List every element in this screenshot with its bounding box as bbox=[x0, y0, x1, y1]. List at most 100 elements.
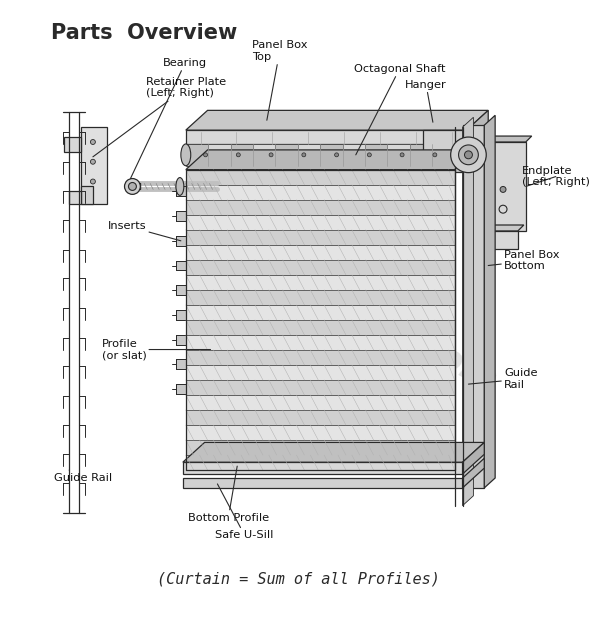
Circle shape bbox=[128, 182, 136, 190]
Polygon shape bbox=[176, 335, 186, 345]
Circle shape bbox=[302, 153, 306, 157]
Polygon shape bbox=[64, 137, 81, 152]
Polygon shape bbox=[186, 144, 208, 166]
Polygon shape bbox=[186, 455, 454, 470]
Polygon shape bbox=[410, 144, 432, 166]
Polygon shape bbox=[81, 187, 93, 204]
Text: Retainer Plate
(Left; Right): Retainer Plate (Left; Right) bbox=[93, 77, 226, 157]
Polygon shape bbox=[183, 478, 463, 488]
Polygon shape bbox=[186, 144, 454, 166]
Polygon shape bbox=[186, 275, 454, 290]
Polygon shape bbox=[482, 136, 487, 231]
Circle shape bbox=[367, 153, 371, 157]
Circle shape bbox=[204, 153, 208, 157]
Text: Doorringer.com: Doorringer.com bbox=[209, 221, 503, 399]
Circle shape bbox=[459, 145, 479, 165]
Text: Endplate
(Left; Right): Endplate (Left; Right) bbox=[522, 166, 590, 187]
Polygon shape bbox=[186, 425, 454, 440]
Polygon shape bbox=[231, 144, 253, 166]
Circle shape bbox=[500, 187, 506, 192]
Polygon shape bbox=[463, 458, 484, 488]
Polygon shape bbox=[463, 443, 484, 474]
Polygon shape bbox=[365, 144, 387, 166]
Text: Bottom Profile: Bottom Profile bbox=[188, 466, 269, 523]
Polygon shape bbox=[432, 144, 454, 166]
Polygon shape bbox=[423, 130, 466, 167]
Polygon shape bbox=[186, 150, 476, 170]
Text: Inserts: Inserts bbox=[108, 221, 181, 241]
Polygon shape bbox=[176, 310, 186, 320]
Circle shape bbox=[90, 140, 96, 144]
Polygon shape bbox=[183, 443, 484, 462]
Text: Panel Box
Bottom: Panel Box Bottom bbox=[488, 250, 560, 272]
Polygon shape bbox=[186, 185, 454, 200]
Polygon shape bbox=[186, 290, 454, 305]
Text: Hanger: Hanger bbox=[405, 79, 447, 122]
Circle shape bbox=[451, 137, 486, 172]
Polygon shape bbox=[186, 395, 454, 410]
Text: Guide
Rail: Guide Rail bbox=[468, 368, 537, 390]
Polygon shape bbox=[463, 117, 473, 506]
Polygon shape bbox=[186, 260, 454, 275]
Polygon shape bbox=[176, 285, 186, 295]
Polygon shape bbox=[186, 305, 454, 320]
Polygon shape bbox=[186, 130, 466, 146]
Polygon shape bbox=[186, 110, 488, 130]
Polygon shape bbox=[176, 236, 186, 246]
Polygon shape bbox=[183, 462, 463, 474]
Polygon shape bbox=[482, 136, 532, 142]
Circle shape bbox=[335, 153, 339, 157]
Polygon shape bbox=[186, 200, 454, 215]
Polygon shape bbox=[186, 215, 454, 230]
Polygon shape bbox=[69, 192, 81, 204]
Polygon shape bbox=[484, 115, 495, 488]
Polygon shape bbox=[186, 440, 454, 455]
Polygon shape bbox=[463, 125, 484, 488]
Circle shape bbox=[90, 179, 96, 184]
Ellipse shape bbox=[176, 177, 184, 195]
Text: Parts  Overview: Parts Overview bbox=[51, 24, 238, 43]
Text: Guide Rail: Guide Rail bbox=[54, 470, 113, 483]
Polygon shape bbox=[208, 144, 231, 166]
Polygon shape bbox=[186, 365, 454, 380]
Polygon shape bbox=[489, 225, 524, 231]
Polygon shape bbox=[176, 211, 186, 221]
Polygon shape bbox=[413, 167, 466, 172]
Polygon shape bbox=[482, 142, 526, 231]
Text: Profile
(or slat): Profile (or slat) bbox=[102, 339, 211, 360]
Text: (Curtain = Sum of all Profiles): (Curtain = Sum of all Profiles) bbox=[157, 571, 440, 587]
Polygon shape bbox=[342, 144, 365, 166]
Polygon shape bbox=[387, 144, 410, 166]
Polygon shape bbox=[186, 410, 454, 425]
Text: Bearing: Bearing bbox=[131, 58, 207, 179]
Polygon shape bbox=[176, 384, 186, 394]
Circle shape bbox=[433, 153, 437, 157]
Polygon shape bbox=[466, 110, 488, 146]
Polygon shape bbox=[176, 187, 186, 197]
Circle shape bbox=[90, 159, 96, 164]
Polygon shape bbox=[489, 231, 518, 249]
Polygon shape bbox=[186, 170, 454, 185]
Polygon shape bbox=[320, 144, 342, 166]
Polygon shape bbox=[253, 144, 275, 166]
Circle shape bbox=[465, 151, 473, 159]
Polygon shape bbox=[81, 127, 106, 204]
Text: Panel Box
Top: Panel Box Top bbox=[252, 40, 307, 120]
Polygon shape bbox=[186, 380, 454, 395]
Circle shape bbox=[237, 153, 240, 157]
Polygon shape bbox=[186, 350, 454, 365]
Polygon shape bbox=[298, 144, 320, 166]
Polygon shape bbox=[275, 144, 298, 166]
Polygon shape bbox=[186, 320, 454, 335]
Circle shape bbox=[400, 153, 404, 157]
Polygon shape bbox=[186, 245, 454, 260]
Polygon shape bbox=[186, 230, 454, 245]
Circle shape bbox=[125, 179, 140, 194]
Circle shape bbox=[269, 153, 273, 157]
Ellipse shape bbox=[181, 144, 191, 166]
Polygon shape bbox=[176, 360, 186, 370]
Polygon shape bbox=[186, 335, 454, 350]
Text: Octagonal Shaft: Octagonal Shaft bbox=[354, 64, 445, 155]
Polygon shape bbox=[176, 260, 186, 270]
Text: Safe U-Sill: Safe U-Sill bbox=[215, 484, 274, 541]
